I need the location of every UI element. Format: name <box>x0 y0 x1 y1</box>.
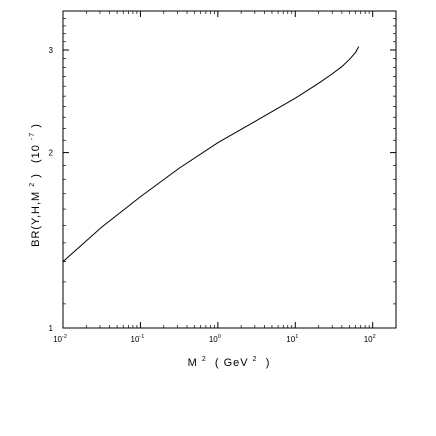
x-tick-label-exp: -2 <box>62 334 67 340</box>
x-axis-title-base: M <box>188 357 198 369</box>
x-tick-label-exp: 2 <box>373 334 376 340</box>
x-tick-label-base: 10 <box>209 335 218 344</box>
x-tick-label-base: 10 <box>53 335 62 344</box>
y-tick-label: 2 <box>49 149 54 158</box>
x-tick-label-base: 10 <box>364 335 373 344</box>
x-tick-label-exp: -1 <box>139 334 144 340</box>
x-tick-label: 10-2 <box>53 334 67 344</box>
y-tick-label: 3 <box>49 46 54 55</box>
x-axis-title-close: ) <box>262 357 271 369</box>
x-axis-ticks: 10-2 10-1 100 101 102 <box>53 11 376 344</box>
minor-ticks <box>63 11 397 328</box>
y-axis-title-main: BR(Υ,H,M <box>30 191 42 247</box>
x-tick-label-base: 10 <box>131 335 140 344</box>
x-tick-label-base: 10 <box>286 335 295 344</box>
y-axis-ticks: 1 2 3 <box>49 46 396 333</box>
y-axis-title-unit-close: ) <box>30 123 42 128</box>
y-axis-title: BR(Υ,H,M 2 ) (10 -7 ) <box>25 123 42 247</box>
y-axis-title-close: ) <box>30 173 42 178</box>
y-axis-title-unit: (10 <box>30 144 42 163</box>
x-tick-label-exp: 1 <box>295 334 298 340</box>
x-tick-label: 101 <box>286 334 298 344</box>
y-tick-label: 1 <box>49 324 54 333</box>
x-axis-title-exp: 2 <box>202 356 207 363</box>
x-axis-title-unit-exp: 2 <box>253 356 258 363</box>
x-tick-label: 102 <box>364 334 376 344</box>
x-tick-label-exp: 0 <box>218 334 221 340</box>
y-axis-title-unit-exp: -7 <box>29 132 36 140</box>
x-tick-label: 100 <box>209 334 221 344</box>
plot-frame <box>62 10 397 329</box>
x-axis-title: M 2 ( GeV 2 ) <box>188 352 271 369</box>
x-tick-label: 10-1 <box>131 334 145 344</box>
x-axis-title-unit: ( GeV <box>211 357 249 369</box>
y-axis-title-exp: 2 <box>29 182 36 187</box>
series-line <box>62 46 360 262</box>
